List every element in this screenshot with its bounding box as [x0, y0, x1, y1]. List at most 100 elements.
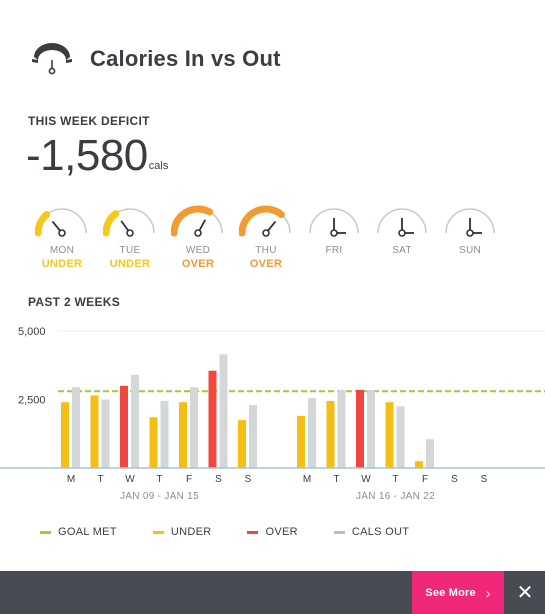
day-name: TUE: [119, 245, 141, 256]
bar-cals-in: [326, 400, 335, 468]
deficit-readout: -1,580 cals: [26, 130, 168, 182]
x-tick-label: S: [245, 474, 252, 485]
bar-cals-out: [131, 374, 139, 468]
bar-cals-in: [356, 389, 364, 468]
x-tick-label: S: [451, 474, 458, 485]
deficit-value: -1,580: [26, 131, 148, 180]
bar-cals-out: [101, 399, 110, 468]
bar-cals-in: [61, 402, 69, 468]
bar-cals-out: [190, 387, 198, 468]
week-deficit-label: THIS WEEK DEFICIT: [28, 114, 150, 128]
y-tick-label: 5,000: [18, 326, 46, 338]
legend-swatch: [333, 530, 345, 534]
chart-svg: 5,000 2,500 M T W T F S S JAN 09 - JAN 15 M T W T F S S J…: [0, 326, 545, 502]
x-tick-label: W: [361, 474, 371, 485]
bar-cals-out: [160, 400, 169, 468]
bar-cals-out: [249, 405, 257, 468]
week-range-label: JAN 09 - JAN 15: [120, 491, 199, 502]
bar-cals-out: [219, 354, 228, 468]
legend-swatch: [40, 530, 51, 534]
day-status: [306, 258, 362, 270]
legend-label: OVER: [265, 526, 298, 538]
legend-label: GOAL MET: [58, 526, 117, 538]
day-name: WED: [185, 245, 211, 256]
chart-legend: GOAL MET UNDER OVER CALS OUT: [40, 526, 445, 538]
bar-cals-out: [72, 387, 80, 468]
x-tick-label: F: [186, 474, 192, 485]
legend-swatch: [247, 530, 259, 534]
see-more-button[interactable]: See More ›: [412, 571, 504, 614]
bar-cals-in: [179, 402, 187, 468]
x-tick-label: M: [303, 474, 311, 485]
day-gauge-wed: WED OVER: [170, 203, 226, 270]
deficit-unit: cals: [148, 160, 169, 172]
gauge-icon: [32, 43, 72, 75]
bar-cals-in: [120, 385, 128, 468]
close-icon: ✕: [516, 582, 534, 604]
day-status: UNDER: [41, 258, 83, 270]
gauge-dial-icon: [445, 208, 495, 237]
day-status: [374, 258, 430, 270]
x-tick-label: T: [333, 474, 339, 485]
y-tick-label: 2,500: [18, 395, 46, 407]
bar-cals-in: [297, 415, 305, 468]
see-more-label: See More: [425, 586, 476, 599]
legend-label: CALS OUT: [351, 526, 410, 538]
gauge-dial-icon: [377, 208, 427, 237]
bar-cals-out: [367, 389, 375, 468]
gauge-dial-icon: [171, 205, 223, 237]
x-tick-label: T: [156, 474, 162, 485]
day-name: SAT: [392, 245, 412, 256]
gauge-dial-icon: [239, 205, 291, 237]
day-gauge-mon: MON UNDER: [34, 203, 90, 270]
day-gauge-sat: SAT: [374, 203, 430, 270]
week-range-label: JAN 16 - JAN 22: [356, 491, 435, 502]
x-tick-label: W: [125, 474, 135, 485]
day-name: MON: [49, 245, 75, 256]
day-name: SUN: [458, 245, 481, 256]
bar-cals-in: [149, 417, 158, 468]
x-tick-label: F: [422, 474, 428, 485]
day-gauge-thu: THU OVER: [238, 203, 294, 270]
day-name: THU: [255, 245, 277, 256]
legend-label: UNDER: [170, 526, 212, 538]
day-status: [442, 258, 498, 270]
bar-cals-in: [208, 370, 217, 468]
header: Calories In vs Out: [30, 34, 281, 84]
gauge-dial-icon: [103, 208, 155, 237]
day-gauge-tue: TUE UNDER: [102, 203, 158, 270]
gauge-dial-icon: [35, 208, 87, 237]
legend-swatch: [152, 530, 164, 534]
bar-cals-out: [337, 389, 346, 468]
daily-gauges: MON UNDER TUE UNDER WED OVER THU OVER FRI SAT SU…: [34, 203, 514, 283]
bar-cals-in: [238, 420, 246, 468]
bar-cals-out: [426, 439, 434, 468]
legend-item: UNDER: [152, 526, 212, 538]
bar-cals-in: [385, 402, 394, 468]
close-button[interactable]: ✕: [505, 571, 545, 614]
day-status: OVER: [181, 258, 215, 270]
bar-cals-in: [415, 461, 423, 468]
page-title: Calories In vs Out: [90, 46, 281, 71]
chevron-right-icon: ›: [485, 584, 491, 601]
day-status: OVER: [249, 258, 283, 270]
footer-bar: See More › ✕: [0, 571, 545, 614]
x-tick-label: S: [215, 474, 222, 485]
legend-item: OVER: [247, 526, 298, 538]
legend-item: CALS OUT: [333, 526, 410, 538]
legend-item: GOAL MET: [40, 526, 117, 538]
past-weeks-label: PAST 2 WEEKS: [28, 295, 121, 309]
day-gauge-sun: SUN: [442, 203, 498, 270]
x-tick-label: M: [67, 474, 75, 485]
x-tick-label: T: [97, 474, 103, 485]
bar-cals-out: [308, 398, 316, 468]
two-week-chart: 5,000 2,500 M T W T F S S JAN 09 - JAN 15 M T W T F S S J…: [0, 318, 545, 508]
day-gauge-fri: FRI: [306, 203, 362, 270]
day-name: FRI: [325, 245, 343, 256]
bar-cals-in: [90, 395, 99, 468]
x-tick-label: S: [481, 474, 488, 485]
bar-cals-out: [396, 406, 405, 468]
day-status: UNDER: [109, 258, 151, 270]
x-tick-label: T: [392, 474, 398, 485]
gauge-dial-icon: [309, 208, 359, 237]
